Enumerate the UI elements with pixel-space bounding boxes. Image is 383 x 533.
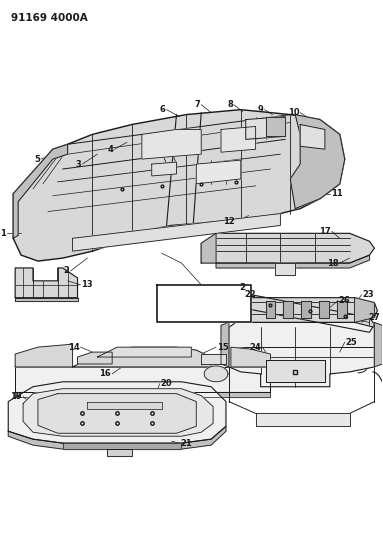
Polygon shape — [255, 414, 350, 426]
Polygon shape — [204, 366, 228, 382]
Polygon shape — [38, 394, 196, 433]
Polygon shape — [87, 401, 162, 408]
Polygon shape — [15, 297, 77, 301]
Polygon shape — [15, 268, 77, 297]
Text: 11: 11 — [331, 189, 343, 198]
Text: 14: 14 — [68, 343, 80, 352]
Text: 12: 12 — [223, 217, 235, 226]
Polygon shape — [63, 443, 182, 449]
Polygon shape — [201, 233, 375, 263]
Text: 24: 24 — [250, 343, 262, 352]
Polygon shape — [229, 297, 377, 322]
Polygon shape — [13, 110, 345, 261]
Polygon shape — [233, 295, 246, 298]
Text: 10: 10 — [288, 108, 299, 117]
Text: 25: 25 — [346, 338, 357, 346]
Polygon shape — [77, 352, 112, 364]
Polygon shape — [157, 285, 251, 322]
Text: 18: 18 — [327, 259, 339, 268]
Polygon shape — [265, 360, 325, 382]
Polygon shape — [15, 392, 270, 397]
Polygon shape — [265, 301, 275, 318]
Text: 20: 20 — [160, 379, 172, 388]
Polygon shape — [201, 354, 226, 364]
Text: 8: 8 — [227, 100, 233, 109]
Text: 1: 1 — [0, 229, 6, 238]
Polygon shape — [23, 389, 213, 436]
Polygon shape — [300, 125, 325, 149]
Text: 15: 15 — [217, 343, 229, 352]
Polygon shape — [231, 347, 270, 367]
Polygon shape — [221, 322, 229, 367]
Text: 4: 4 — [107, 145, 113, 154]
Polygon shape — [319, 301, 329, 318]
Text: 5: 5 — [34, 155, 40, 164]
Text: 3: 3 — [76, 159, 82, 168]
Text: 91169 4000A: 91169 4000A — [11, 13, 88, 23]
Polygon shape — [15, 367, 270, 392]
Polygon shape — [337, 301, 347, 318]
Polygon shape — [216, 293, 375, 332]
Text: 23: 23 — [363, 290, 374, 299]
Text: 19: 19 — [10, 392, 22, 401]
Polygon shape — [196, 160, 241, 184]
Text: 2: 2 — [64, 266, 70, 276]
Polygon shape — [72, 214, 280, 251]
Polygon shape — [283, 301, 293, 318]
Text: 16: 16 — [100, 369, 111, 378]
Text: 13: 13 — [82, 280, 93, 289]
Polygon shape — [152, 162, 177, 176]
Polygon shape — [72, 347, 211, 367]
Polygon shape — [8, 426, 226, 449]
Polygon shape — [290, 115, 345, 208]
Text: 26: 26 — [339, 296, 350, 305]
Text: 21: 21 — [180, 439, 192, 448]
Text: 22: 22 — [245, 290, 257, 299]
Text: 17: 17 — [319, 227, 331, 236]
Polygon shape — [221, 126, 255, 152]
Polygon shape — [246, 117, 285, 139]
Polygon shape — [301, 301, 311, 318]
Polygon shape — [275, 263, 295, 275]
Polygon shape — [201, 233, 216, 263]
Text: 2: 2 — [240, 283, 246, 292]
Text: 7: 7 — [195, 100, 200, 109]
Polygon shape — [355, 297, 375, 322]
Polygon shape — [8, 382, 226, 443]
Polygon shape — [229, 322, 375, 387]
Polygon shape — [375, 322, 382, 367]
Polygon shape — [265, 117, 285, 136]
Text: 9: 9 — [258, 105, 264, 114]
Text: 27: 27 — [368, 313, 380, 322]
Text: 6: 6 — [160, 105, 165, 114]
Polygon shape — [13, 144, 68, 238]
Polygon shape — [229, 297, 241, 322]
Polygon shape — [15, 344, 72, 367]
Polygon shape — [97, 347, 192, 357]
Polygon shape — [107, 449, 132, 456]
Polygon shape — [216, 255, 370, 268]
Polygon shape — [142, 130, 201, 159]
